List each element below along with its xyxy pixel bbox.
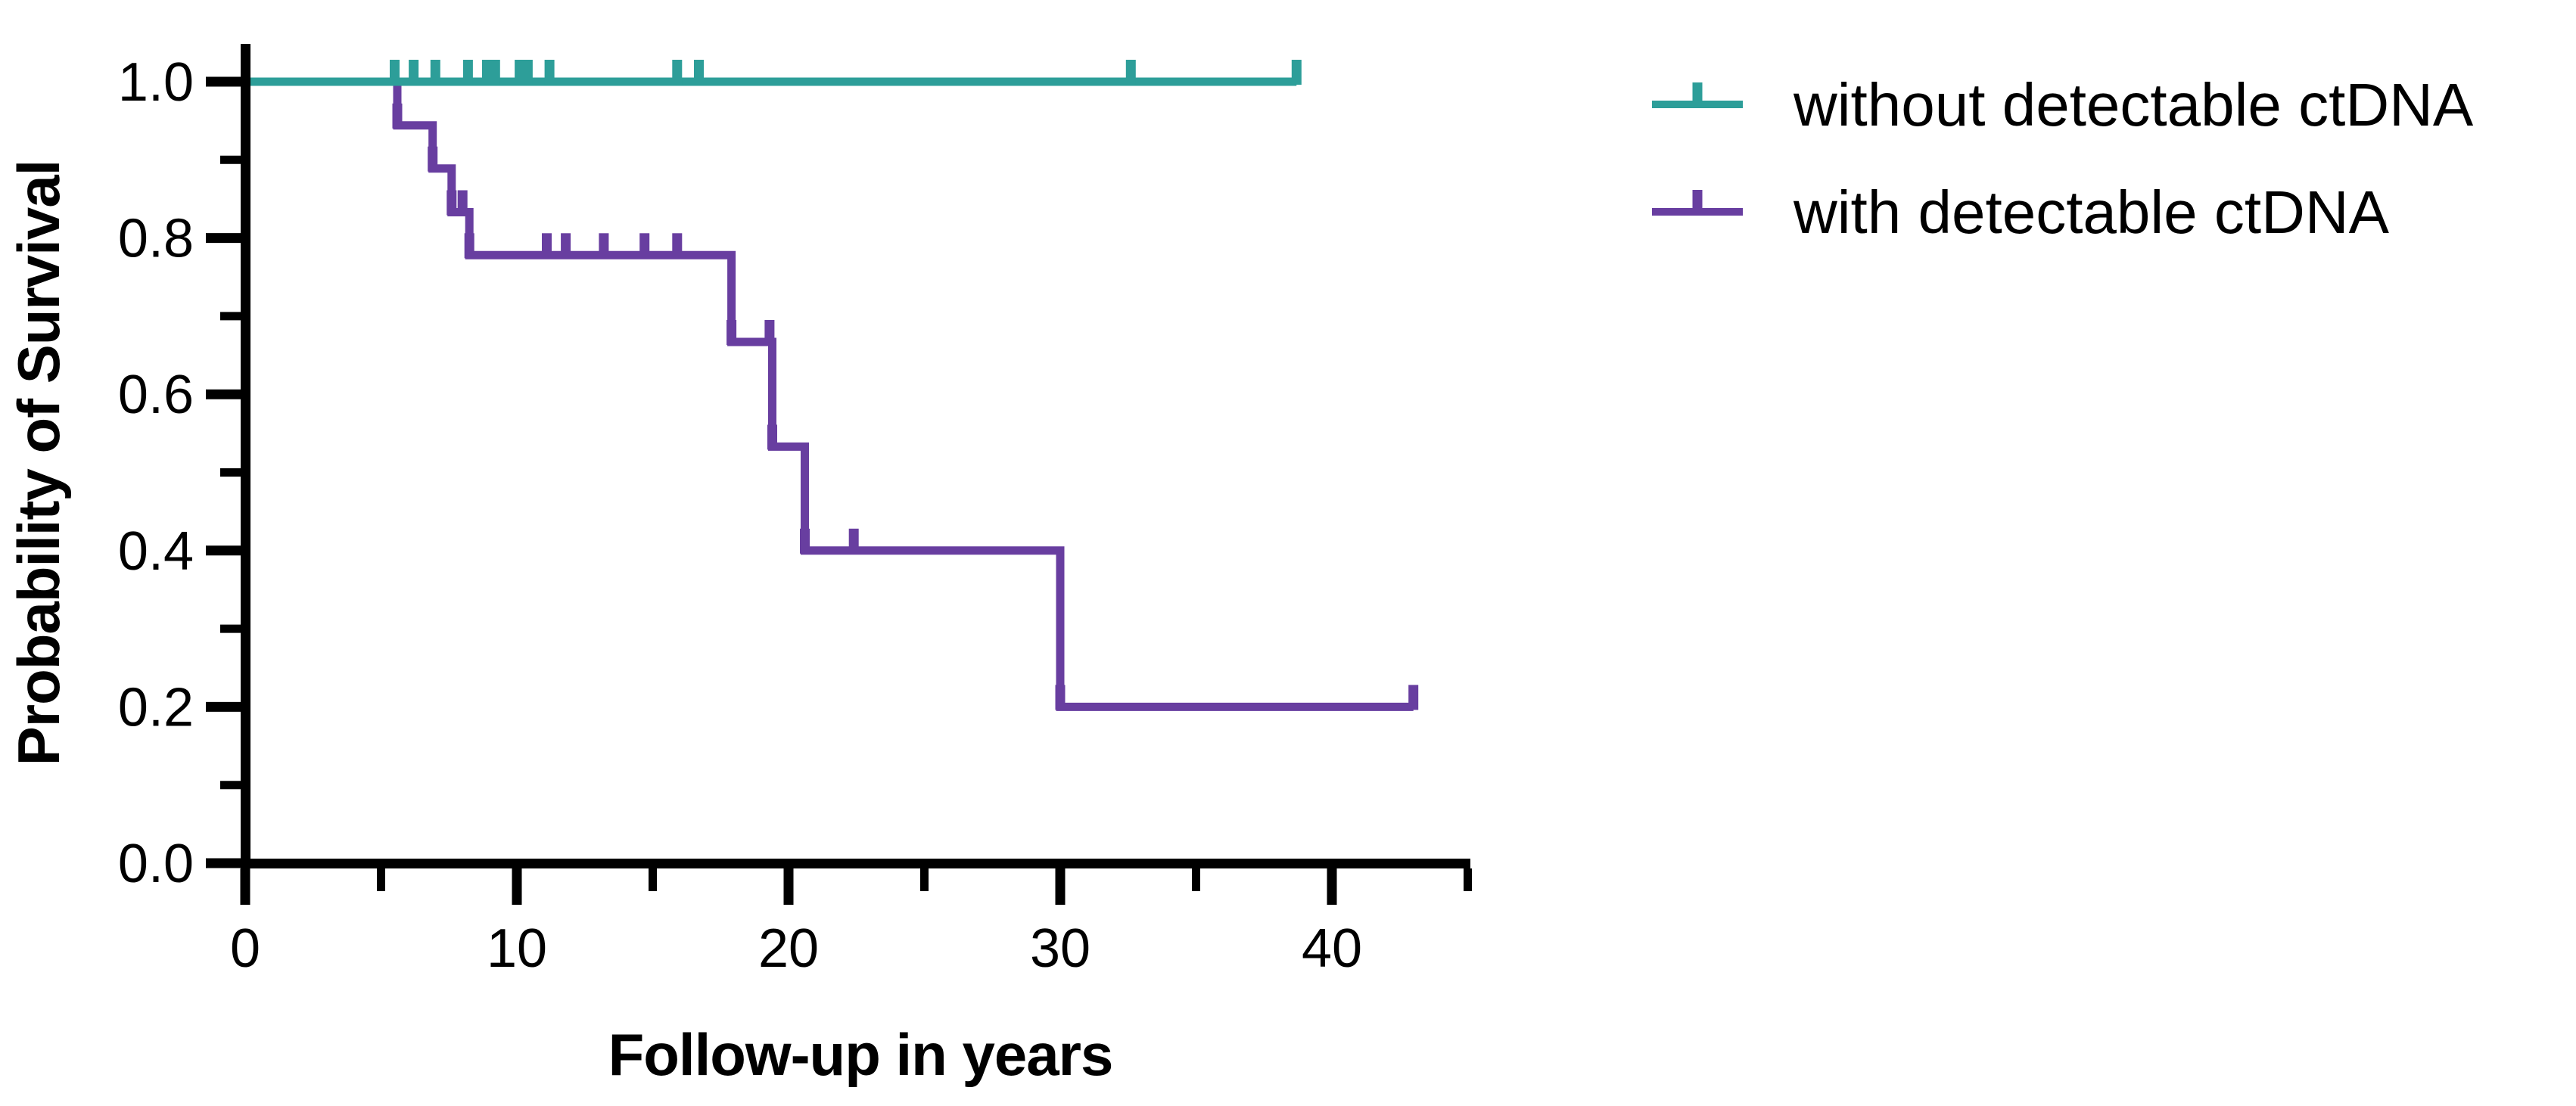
x-tick-label: 0	[230, 918, 260, 979]
legend-item-label: without detectable ctDNA	[1793, 71, 2474, 138]
censor-tick-mark	[599, 233, 609, 259]
censor-tick-mark	[522, 60, 533, 85]
axes	[206, 44, 1472, 905]
censor-tick-mark	[490, 60, 500, 85]
censor-tick-mark	[515, 60, 525, 85]
legend-item-without-detectable-ctdna: without detectable ctDNA	[1652, 71, 2474, 138]
y-tick-label: 0.6	[118, 365, 194, 425]
axis-tick-labels: 1.0 0.8 0.6 0.4 0.2 0.0 0 10 20 30 40	[118, 52, 1362, 979]
censor-tick-mark	[392, 103, 403, 129]
x-axis-title: Follow-up in years	[608, 1021, 1113, 1088]
censor-tick-mark	[446, 190, 457, 216]
censor-tick-mark	[542, 233, 552, 259]
y-tick-label: 0.0	[118, 834, 194, 894]
censor-tick-mark	[639, 233, 650, 259]
legend-item-with-detectable-ctdna: with detectable ctDNA	[1652, 179, 2390, 246]
series-layer	[245, 60, 1419, 711]
censor-tick-mark	[409, 60, 419, 85]
censor-tick-mark	[848, 528, 859, 554]
censor-tick-mark	[1125, 60, 1136, 85]
legend-item-label: with detectable ctDNA	[1793, 179, 2390, 246]
censor-tick-mark	[430, 60, 440, 85]
x-tick-label: 20	[758, 918, 819, 979]
censor-tick-mark	[672, 60, 683, 85]
x-tick-label: 10	[487, 918, 547, 979]
censor-tick-mark	[428, 146, 438, 172]
y-axis-title: Probability of Survival	[5, 160, 72, 766]
censor-tick-mark	[1408, 685, 1419, 710]
censor-tick-mark	[726, 320, 737, 345]
survival-step-line	[245, 77, 1414, 711]
censor-tick-mark	[390, 60, 400, 85]
censor-tick-mark	[767, 424, 777, 450]
legend: without detectable ctDNA with detectable …	[1652, 71, 2474, 246]
censor-tick-mark	[1055, 685, 1066, 710]
series-without-detectable-ctdna	[245, 60, 1302, 86]
censor-tick-symbol-icon	[1692, 190, 1703, 215]
censor-tick-mark	[462, 60, 473, 85]
series-with-detectable-ctdna	[245, 77, 1419, 711]
censor-tick-mark	[694, 60, 704, 85]
censor-tick-mark	[457, 190, 468, 216]
x-tick-label: 30	[1030, 918, 1090, 979]
censor-tick-symbol-icon	[1692, 82, 1703, 107]
y-tick-label: 0.2	[118, 677, 194, 738]
censor-tick-mark	[544, 60, 555, 85]
y-tick-label: 0.4	[118, 521, 194, 582]
censor-tick-mark	[561, 233, 571, 259]
y-tick-label: 0.8	[118, 209, 194, 269]
censor-tick-mark	[764, 320, 775, 345]
censor-tick-mark	[482, 60, 492, 85]
x-tick-label: 40	[1302, 918, 1362, 979]
censor-tick-mark	[672, 233, 683, 259]
censor-tick-mark	[464, 233, 474, 259]
censor-tick-mark	[1291, 60, 1302, 85]
censor-tick-mark	[800, 528, 810, 554]
y-tick-label: 1.0	[118, 52, 194, 113]
